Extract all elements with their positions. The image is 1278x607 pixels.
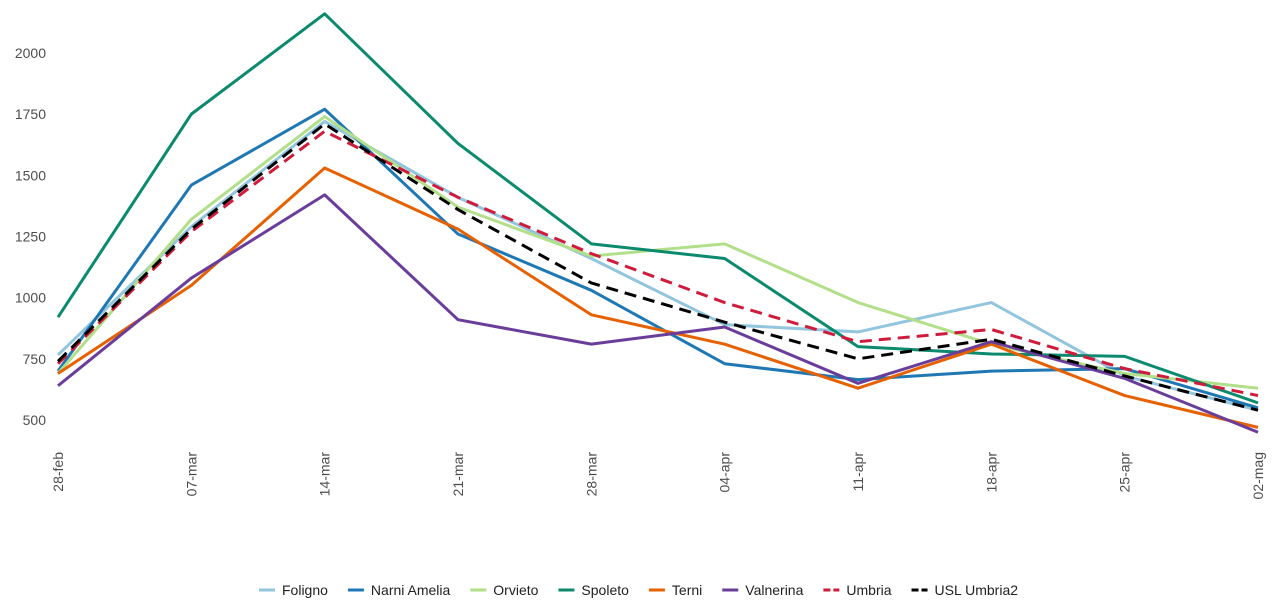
legend-label: Narni Amelia [371,582,451,598]
y-tick-label: 1250 [15,228,46,244]
legend-item: Foligno [259,582,328,598]
series-line [56,129,1259,398]
y-tick-label: 1500 [15,167,46,183]
x-tick-label: 21-mar [450,452,466,497]
legend-label: Foligno [282,582,328,598]
series-line [57,193,1259,434]
x-tick-label: 07-mar [183,452,199,497]
x-tick-label: 14-mar [317,452,333,497]
series-line [56,12,1259,405]
x-tick-label: 02-mag [1250,452,1266,499]
series-line [56,119,1259,412]
series-line [56,122,1259,412]
y-tick-label: 750 [23,351,47,367]
legend-item: USL Umbria2 [911,582,1019,598]
legend: Foligno Narni Amelia Orvieto Spoleto Terni Va… [259,582,1018,598]
legend-label: Umbria [846,582,891,598]
y-tick-label: 2000 [15,45,46,61]
x-tick-label: 28-feb [50,452,66,492]
legend-label: Valnerina [745,582,803,598]
legend-item: Terni [648,582,702,598]
y-tick-label: 1000 [15,290,46,306]
legend-item: Orvieto [470,582,539,598]
y-tick-label: 1750 [15,106,46,122]
legend-item: Narni Amelia [347,582,451,598]
x-tick-label: 04-apr [717,452,733,493]
legend-label: Orvieto [493,582,538,598]
legend-label: Terni [672,582,702,598]
x-tick-label: 25-apr [1117,452,1133,493]
legend-item: Valnerina [722,582,804,598]
x-tick-label: 11-apr [850,452,866,492]
x-tick-label: 18-apr [983,452,999,493]
x-tick-label: 28-mar [583,452,599,497]
legend-label: USL Umbria2 [935,582,1019,598]
legend-item: Spoleto [558,582,629,598]
legend-item: Umbria [823,582,892,598]
series-line [57,166,1259,429]
legend-label: Spoleto [581,582,629,598]
y-tick-label: 500 [23,412,47,428]
